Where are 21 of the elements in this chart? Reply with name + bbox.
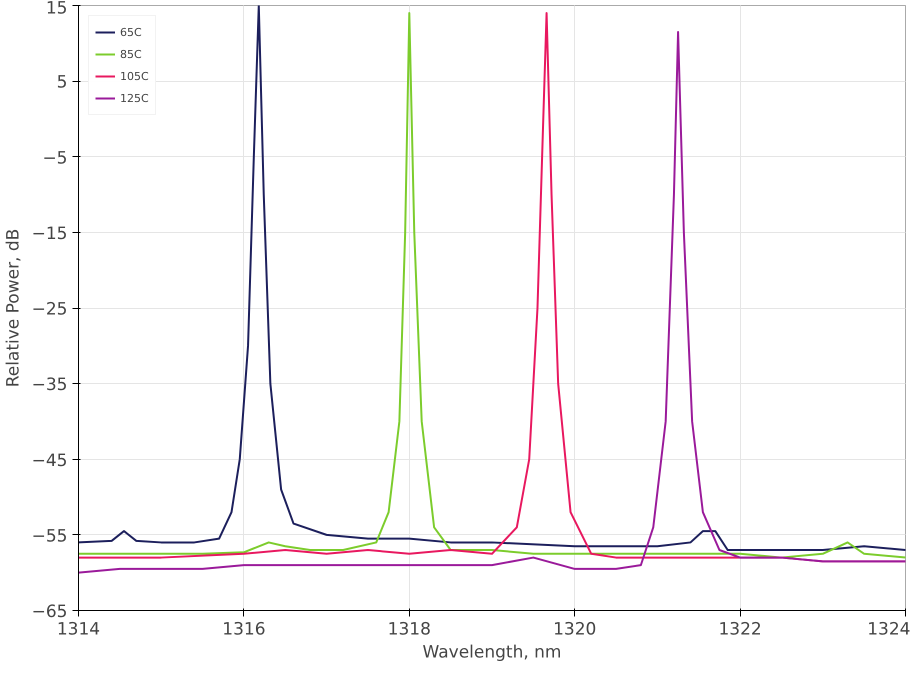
y-tick-label: 5 — [56, 72, 68, 93]
y-tick-label: −65 — [32, 602, 68, 622]
y-tick-label: −15 — [32, 224, 68, 244]
legend-label: 125C — [120, 92, 149, 104]
x-tick-label: 1314 — [56, 620, 100, 640]
y-tick-label: −5 — [42, 148, 68, 168]
y-tick-label: −35 — [32, 375, 68, 396]
y-tick-label: −25 — [32, 300, 68, 320]
legend-label: 105C — [120, 70, 149, 82]
y-tick-label: −55 — [32, 526, 68, 546]
x-tick-label: 1320 — [553, 620, 596, 640]
x-axis-title: Wavelength, nm — [422, 642, 562, 662]
x-tick-label: 1324 — [867, 620, 910, 640]
legend-label: 65C — [120, 26, 142, 38]
legend-label: 85C — [120, 48, 142, 60]
x-tick-label: 1316 — [222, 620, 266, 640]
y-tick-label: 15 — [46, 0, 68, 18]
x-tick-label: 1318 — [388, 620, 431, 640]
y-axis-title: Relative Power, dB — [4, 228, 24, 388]
y-tick-label: −45 — [32, 450, 68, 471]
x-tick-label: 1322 — [718, 620, 762, 640]
